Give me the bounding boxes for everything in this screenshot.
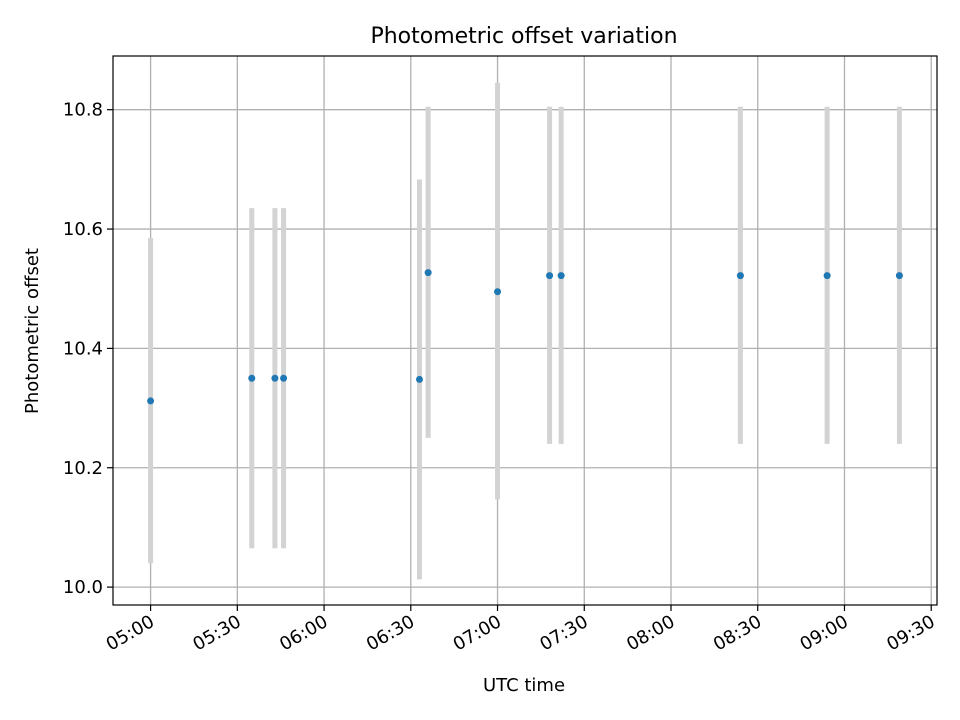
y-tick-label: 10.8 — [63, 100, 103, 121]
y-axis: 10.0 10.2 10.4 10.6 10.8 — [63, 100, 113, 598]
data-point — [424, 269, 432, 277]
data-point — [280, 374, 288, 382]
x-tick-label: 06:30 — [363, 611, 418, 655]
data-point — [415, 375, 423, 383]
x-tick-label: 07:30 — [536, 611, 591, 655]
y-axis-label: Photometric offset — [22, 248, 43, 414]
data-point — [271, 374, 279, 382]
data-point — [557, 272, 565, 280]
data-point — [736, 272, 744, 280]
x-tick-label: 09:30 — [883, 611, 938, 655]
y-tick-label: 10.4 — [63, 338, 103, 359]
data-point — [895, 272, 903, 280]
x-tick-label: 05:00 — [103, 611, 158, 655]
y-tick-label: 10.0 — [63, 577, 103, 598]
data-point — [248, 374, 256, 382]
data-point — [823, 272, 831, 280]
data-point — [147, 397, 155, 405]
data-points — [147, 269, 903, 405]
y-tick-label: 10.6 — [63, 219, 103, 240]
x-tick-label: 08:00 — [623, 611, 678, 655]
x-axis: 05:00 05:30 06:00 06:30 07:00 07:30 08:00 08:30… — [103, 605, 939, 655]
data-point — [546, 272, 554, 280]
y-tick-label: 10.2 — [63, 458, 103, 479]
x-tick-label: 08:30 — [710, 611, 765, 655]
plot-frame — [112, 55, 938, 606]
x-tick-label: 09:00 — [797, 611, 852, 655]
data-point — [494, 288, 502, 296]
x-tick-label: 05:30 — [189, 611, 244, 655]
x-axis-label: UTC time — [483, 675, 565, 696]
grid — [113, 56, 937, 605]
chart-title: Photometric offset variation — [370, 24, 677, 49]
x-tick-label: 07:00 — [450, 611, 505, 655]
errorbars — [148, 82, 902, 580]
x-tick-label: 06:00 — [276, 611, 331, 655]
